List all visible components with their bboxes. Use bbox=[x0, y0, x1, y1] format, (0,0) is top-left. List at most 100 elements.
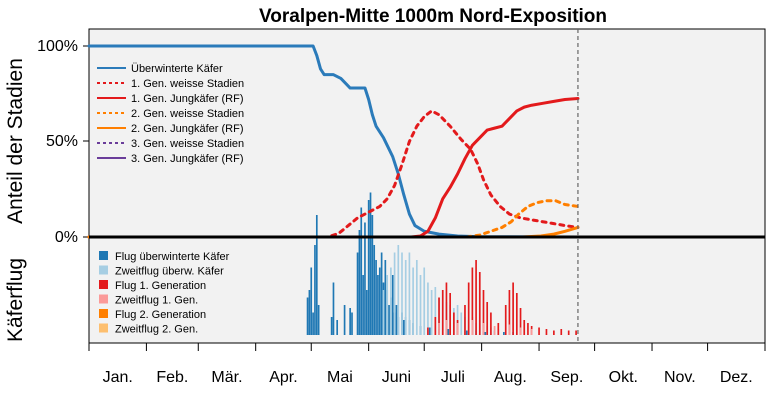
flight-bar-flug_ueberw bbox=[465, 330, 468, 335]
flight-bar-zweitflug_ueberw bbox=[415, 260, 418, 335]
flight-bar-flug_ueberw bbox=[362, 275, 364, 335]
flight-bar-zweitflug_ueberw bbox=[408, 252, 411, 335]
flight-bar-flug_ueberw bbox=[336, 320, 339, 335]
flight-bar-flug_gen1 bbox=[453, 312, 455, 335]
legend-label-gen3_weiss: 3. Gen. weisse Stadien bbox=[131, 138, 244, 150]
legend-label-gen3_jung: 3. Gen. Jungkäfer (RF) bbox=[131, 153, 244, 165]
flight-bar-flug_gen1 bbox=[553, 330, 555, 335]
flight-bar-zweitflug_ueberw bbox=[390, 267, 392, 335]
legend-swatch-zweitflug_gen2 bbox=[99, 323, 108, 333]
month-label: Nov. bbox=[664, 369, 696, 386]
flight-bar-flug_gen1 bbox=[538, 327, 540, 335]
flight-bar-zweitflug_ueberw bbox=[393, 252, 396, 335]
flight-bar-zweitflug_gen1 bbox=[519, 327, 522, 335]
flight-bar-flug_gen1 bbox=[523, 320, 526, 335]
flight-bar-flug_ueberw bbox=[380, 252, 383, 335]
month-label: Jan. bbox=[103, 369, 133, 386]
flight-bar-flug_ueberw bbox=[503, 332, 505, 335]
flight-bar-flug_ueberw bbox=[367, 200, 370, 335]
series-line-gen2_weiss bbox=[87, 199, 580, 239]
legend-label-flug_gen2: Flug 2. Generation bbox=[115, 309, 206, 321]
flight-bar-flug_gen1 bbox=[427, 327, 429, 335]
flight-bars bbox=[306, 192, 577, 335]
y-axis: 100% 50% 0% bbox=[37, 38, 89, 246]
flight-bar-flug_gen1 bbox=[504, 305, 507, 335]
flight-bar-zweitflug_gen1 bbox=[445, 320, 448, 335]
flight-bar-zweitflug_gen1 bbox=[471, 320, 474, 335]
flight-bar-flug_gen1 bbox=[497, 323, 500, 335]
legend-label-flug_gen1: Flug 1. Generation bbox=[115, 280, 206, 292]
y-axis-label-top: Anteil der Stadien bbox=[4, 58, 27, 224]
flight-bar-flug_ueberw bbox=[388, 305, 390, 335]
legend-swatch-flug_gen1 bbox=[99, 280, 108, 289]
legend-stages: Überwinterte Käfer 1. Gen. weisse Stadien… bbox=[97, 63, 244, 165]
flight-bar-flug_gen1 bbox=[475, 260, 477, 335]
flight-bar-flug_ueberw bbox=[384, 260, 387, 335]
flight-bar-flug_ueberw bbox=[358, 230, 361, 335]
y-tick-label-100: 100% bbox=[37, 38, 78, 55]
flight-bar-zweitflug_ueberw bbox=[401, 252, 403, 335]
flight-bar-flug_ueberw bbox=[447, 329, 450, 335]
plot-panel bbox=[88, 28, 766, 344]
flight-bar-flug_ueberw bbox=[391, 275, 394, 335]
legend-label-flug_ueberw: Flug überwinterte Käfer bbox=[115, 251, 230, 263]
legend-label-gen1_weiss: 1. Gen. weisse Stadien bbox=[131, 78, 244, 90]
flight-bar-flug_gen1 bbox=[490, 312, 492, 335]
flight-bar-zweitflug_ueberw bbox=[404, 260, 407, 335]
month-label: Feb. bbox=[156, 369, 188, 386]
flight-bar-flug_gen1 bbox=[567, 330, 570, 335]
legend-label-zweitflug_gen2: Zweitflug 2. Gen. bbox=[115, 324, 198, 336]
legend-swatch-flug_ueberw bbox=[99, 251, 108, 260]
flight-bar-flug_ueberw bbox=[351, 312, 353, 335]
flight-bar-flug_ueberw bbox=[308, 290, 311, 335]
flight-bar-zweitflug_ueberw bbox=[419, 275, 422, 335]
flight-bar-flug_gen1 bbox=[445, 282, 448, 335]
flight-bar-flug_ueberw bbox=[364, 222, 366, 335]
flight-bar-zweitflug_ueberw bbox=[412, 267, 414, 335]
flight-bar-flug_gen1 bbox=[575, 330, 577, 335]
flight-bar-flug_ueberw bbox=[395, 305, 398, 335]
flight-bar-zweitflug_ueberw bbox=[434, 287, 437, 335]
month-label: Apr. bbox=[269, 369, 297, 386]
flight-bar-zweitflug_ueberw bbox=[423, 267, 426, 335]
series-line-gen1_jung bbox=[87, 97, 580, 239]
flight-bar-flug_ueberw bbox=[371, 215, 374, 335]
flight-bar-flug_ueberw bbox=[369, 192, 372, 335]
flight-bar-flug_gen1 bbox=[434, 317, 437, 335]
legend-label-ueberwinterte: Überwinterte Käfer bbox=[131, 63, 223, 75]
legend-swatch-zweitflug_gen1 bbox=[99, 294, 108, 304]
flight-bar-flug_ueberw bbox=[314, 245, 316, 335]
flight-bar-zweitflug_gen1 bbox=[438, 323, 440, 335]
flight-bar-flug_gen1 bbox=[464, 305, 466, 335]
flight-bar-flug_gen1 bbox=[508, 290, 511, 335]
legend-swatch-zweitflug_ueberw bbox=[99, 265, 108, 275]
legend-label-gen2_weiss: 2. Gen. weisse Stadien bbox=[131, 108, 244, 120]
flight-bar-zweitflug_gen1 bbox=[456, 323, 459, 335]
flight-bar-zweitflug_gen1 bbox=[482, 323, 485, 335]
month-label: Dez. bbox=[720, 369, 753, 386]
flight-bar-zweitflug_gen1 bbox=[530, 329, 533, 335]
flight-bar-flug_gen1 bbox=[515, 293, 518, 335]
flight-bar-flug_gen1 bbox=[449, 293, 451, 335]
legend-label-gen2_jung: 2. Gen. Jungkäfer (RF) bbox=[131, 123, 244, 135]
flight-bar-zweitflug_ueberw bbox=[430, 290, 433, 335]
month-label: Juli bbox=[441, 369, 465, 386]
month-label: Sep. bbox=[550, 369, 583, 386]
flight-bar-flug_ueberw bbox=[349, 308, 351, 335]
flight-bar-flug_ueberw bbox=[428, 327, 431, 335]
flight-bar-flug_gen1 bbox=[467, 282, 470, 335]
x-axis: Jan. Feb. Mär. Apr. Mai Juni Juli Aug. Sep. Okt. N… bbox=[88, 343, 766, 386]
month-label: Okt. bbox=[609, 369, 638, 386]
legend-label-zweitflug_gen1: Zweitflug 1. Gen. bbox=[115, 295, 198, 307]
flight-bar-flug_gen1 bbox=[441, 290, 444, 335]
flight-bar-flug_ueberw bbox=[312, 312, 314, 335]
month-label: Juni bbox=[382, 369, 411, 386]
flight-bar-flug_gen1 bbox=[471, 267, 474, 335]
series-line-ueberwinterte bbox=[87, 44, 580, 239]
month-label: Aug. bbox=[494, 369, 527, 386]
y-axis-label-bottom: Käferflug bbox=[4, 258, 27, 342]
flight-bar-flug_ueberw bbox=[484, 332, 487, 335]
flight-bar-flug_ueberw bbox=[378, 267, 381, 335]
flight-bar-flug_ueberw bbox=[332, 282, 335, 335]
flight-bar-flug_ueberw bbox=[403, 320, 405, 335]
